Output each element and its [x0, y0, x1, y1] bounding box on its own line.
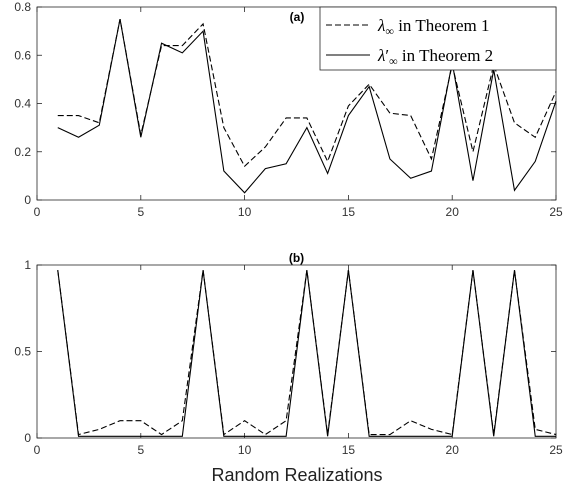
x-tick-label: 20 [446, 205, 460, 219]
x-tick-label: 15 [342, 205, 356, 219]
legend-entry: λ∞ in Theorem 1 [377, 16, 489, 38]
legend-subscript: ∞ [385, 24, 394, 38]
legend-text: in Theorem 2 [398, 46, 494, 65]
legend-text: in Theorem 1 [394, 16, 490, 35]
y-tick-label: 0.4 [14, 97, 31, 111]
legend-symbol: λ [377, 46, 385, 65]
legend-prime: ′ [385, 46, 389, 65]
y-tick-label: 0.8 [14, 0, 31, 14]
legend-symbol: λ [377, 16, 385, 35]
y-tick-label: 0.2 [14, 145, 31, 159]
x-tick-label: 0 [34, 443, 41, 457]
legend-entry: λ′∞ in Theorem 2 [377, 46, 493, 68]
y-tick-label: 0 [24, 193, 31, 207]
x-tick-label: 20 [446, 443, 460, 457]
y-tick-label: 0.6 [14, 48, 31, 62]
panel-title: (a) [290, 10, 305, 24]
y-tick-label: 1 [24, 258, 31, 272]
x-tick-label: 10 [238, 443, 252, 457]
y-tick-label: 0.5 [14, 345, 31, 359]
x-tick-label: 5 [137, 205, 144, 219]
y-tick-label: 0 [24, 431, 31, 445]
legend: λ∞ in Theorem 1λ′∞ in Theorem 2 [319, 6, 557, 71]
x-tick-label: 15 [342, 443, 356, 457]
legend-subscript: ∞ [389, 54, 398, 68]
x-tick-label: 0 [34, 205, 41, 219]
x-axis-label: Random Realizations [211, 465, 382, 485]
legend-box [319, 6, 557, 71]
x-tick-label: 25 [549, 443, 563, 457]
panel-title: (b) [289, 251, 304, 265]
x-tick-label: 5 [137, 443, 144, 457]
panel-b: 0 5 10 15 20 25 0 0.5 1 (b) [14, 251, 563, 457]
x-tick-label: 25 [549, 205, 563, 219]
x-tick-label: 10 [238, 205, 252, 219]
